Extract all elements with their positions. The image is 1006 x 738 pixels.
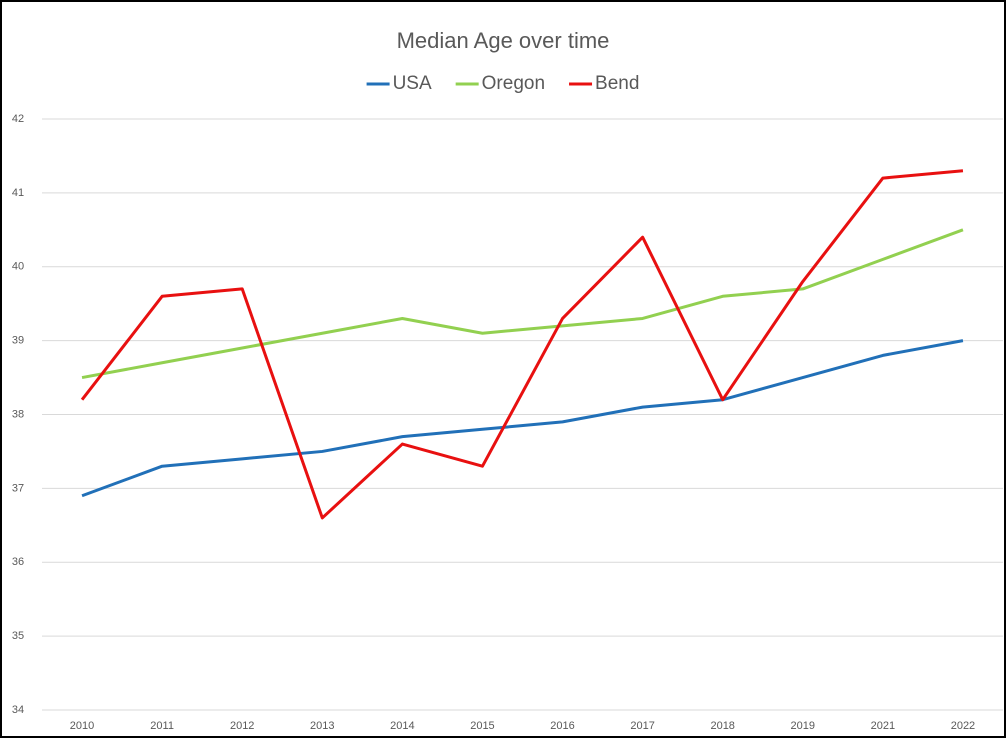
y-tick-label: 42: [12, 113, 24, 125]
y-tick-label: 37: [12, 482, 24, 494]
y-tick-label: 36: [12, 556, 24, 568]
x-tick-label: 2011: [150, 720, 174, 732]
x-tick-label: 2012: [230, 720, 254, 732]
chart-title: Median Age over time: [397, 28, 610, 53]
series-line: [81, 228, 964, 380]
y-tick-label: 34: [12, 704, 24, 716]
x-tick-label: 2010: [70, 720, 94, 732]
y-tick-label: 38: [12, 408, 24, 420]
y-tick-label: 41: [12, 187, 24, 199]
series-line: [81, 339, 964, 498]
x-tick-label: 2015: [470, 720, 494, 732]
x-tick-label: 2016: [550, 720, 574, 732]
series-line: [80, 169, 964, 520]
x-tick-label: 2019: [791, 720, 815, 732]
x-tick-label: 2013: [310, 720, 334, 732]
y-tick-label: 39: [12, 335, 24, 347]
x-tick-label: 2022: [951, 720, 975, 732]
legend-label: Bend: [595, 73, 639, 94]
legend-label: Oregon: [482, 73, 545, 94]
x-tick-label: 2018: [710, 720, 734, 732]
y-tick-label: 40: [12, 261, 24, 273]
x-tick-label: 2017: [630, 720, 654, 732]
x-tick-label: 2014: [390, 720, 414, 732]
x-tick-label: 2021: [871, 720, 895, 732]
legend-label: USA: [393, 73, 432, 94]
y-tick-label: 35: [12, 630, 24, 642]
